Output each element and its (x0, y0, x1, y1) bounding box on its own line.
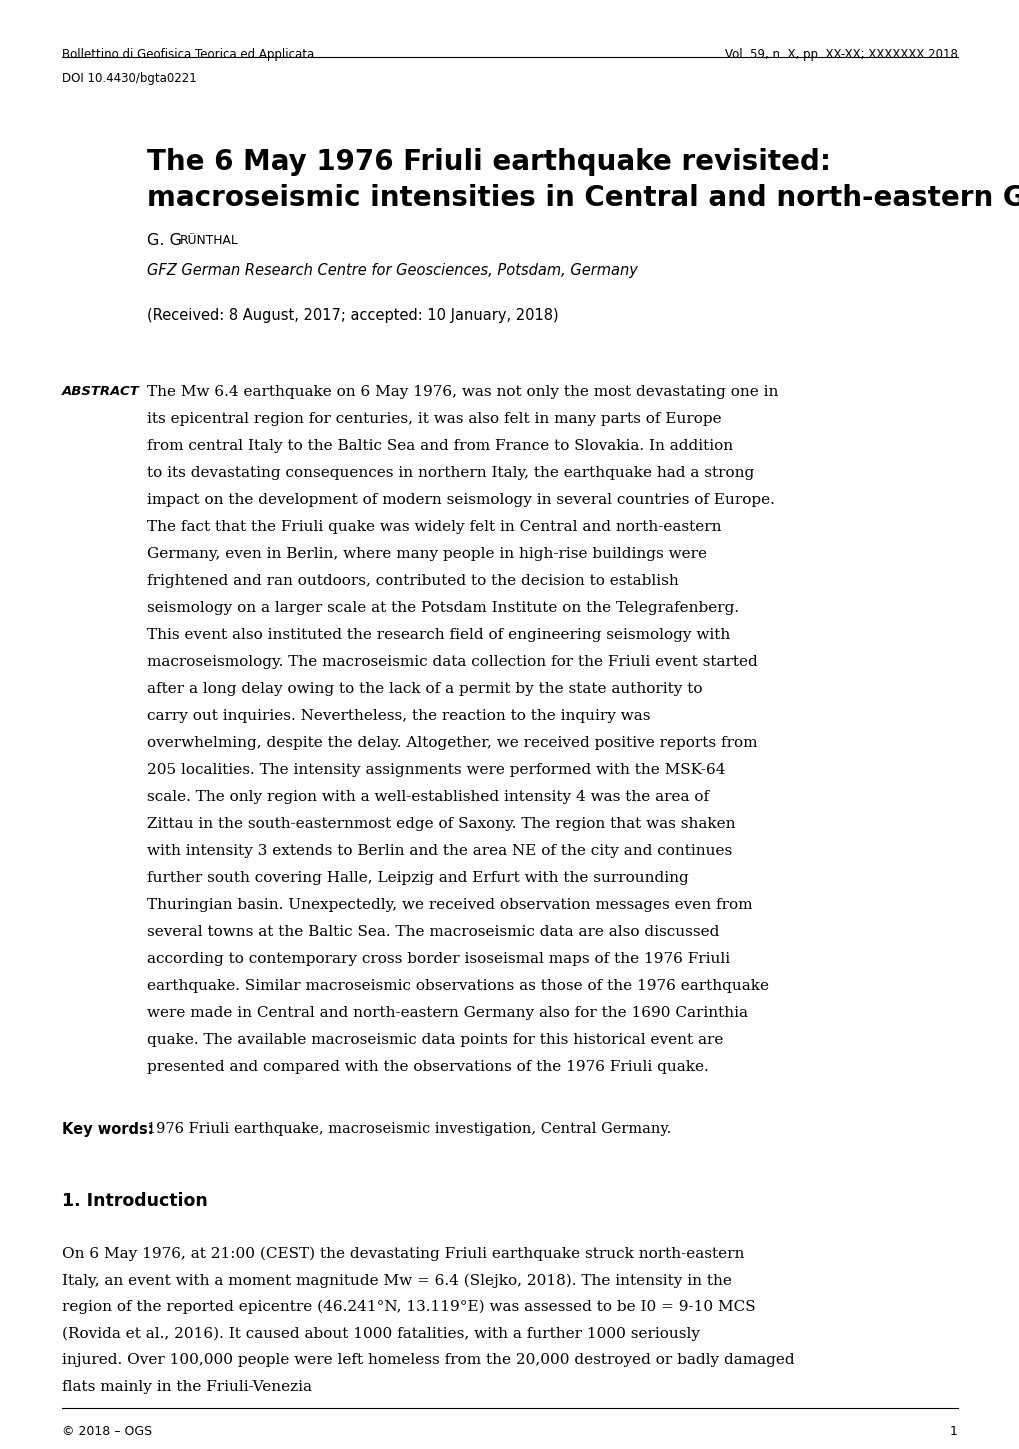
Text: This event also instituted the research field of engineering seismology with: This event also instituted the research … (147, 627, 730, 642)
Text: with intensity 3 extends to Berlin and the area NE of the city and continues: with intensity 3 extends to Berlin and t… (147, 843, 732, 858)
Text: G. G: G. G (147, 233, 181, 248)
Text: Key words:: Key words: (62, 1122, 154, 1137)
Text: Germany, even in Berlin, where many people in high-rise buildings were: Germany, even in Berlin, where many peop… (147, 548, 706, 561)
Text: impact on the development of modern seismology in several countries of Europe.: impact on the development of modern seis… (147, 493, 774, 507)
Text: frightened and ran outdoors, contributed to the decision to establish: frightened and ran outdoors, contributed… (147, 574, 678, 588)
Text: earthquake. Similar macroseismic observations as those of the 1976 earthquake: earthquake. Similar macroseismic observa… (147, 980, 768, 993)
Text: On 6 May 1976, at 21:00 (CEST) the devastating Friuli earthquake struck north-ea: On 6 May 1976, at 21:00 (CEST) the devas… (62, 1248, 744, 1262)
Text: according to contemporary cross border isoseismal maps of the 1976 Friuli: according to contemporary cross border i… (147, 952, 730, 966)
Text: its epicentral region for centuries, it was also felt in many parts of Europe: its epicentral region for centuries, it … (147, 412, 720, 426)
Text: ABSTRACT: ABSTRACT (62, 385, 140, 398)
Text: The Mw 6.4 earthquake on 6 May 1976, was not only the most devastating one in: The Mw 6.4 earthquake on 6 May 1976, was… (147, 385, 777, 398)
Text: after a long delay owing to the lack of a permit by the state authority to: after a long delay owing to the lack of … (147, 682, 702, 696)
Text: presented and compared with the observations of the 1976 Friuli quake.: presented and compared with the observat… (147, 1061, 708, 1074)
Text: to its devastating consequences in northern Italy, the earthquake had a strong: to its devastating consequences in north… (147, 467, 753, 480)
Text: 1: 1 (949, 1424, 957, 1437)
Text: carry out inquiries. Nevertheless, the reaction to the inquiry was: carry out inquiries. Nevertheless, the r… (147, 709, 650, 723)
Text: Thuringian basin. Unexpectedly, we received observation messages even from: Thuringian basin. Unexpectedly, we recei… (147, 898, 752, 911)
Text: macroseismology. The macroseismic data collection for the Friuli event started: macroseismology. The macroseismic data c… (147, 655, 757, 669)
Text: 205 localities. The intensity assignments were performed with the MSK-64: 205 localities. The intensity assignment… (147, 764, 725, 777)
Text: GFZ German Research Centre for Geosciences, Potsdam, Germany: GFZ German Research Centre for Geoscienc… (147, 264, 637, 278)
Text: Vol. 59, n. X, pp. XX-XX; XXXXXXX 2018: Vol. 59, n. X, pp. XX-XX; XXXXXXX 2018 (725, 48, 957, 61)
Text: © 2018 – OGS: © 2018 – OGS (62, 1424, 152, 1437)
Text: seismology on a larger scale at the Potsdam Institute on the Telegrafenberg.: seismology on a larger scale at the Pots… (147, 601, 739, 614)
Text: The fact that the Friuli quake was widely felt in Central and north-eastern: The fact that the Friuli quake was widel… (147, 520, 720, 535)
Text: Italy, an event with a moment magnitude Mw = 6.4 (Slejko, 2018). The intensity i: Italy, an event with a moment magnitude … (62, 1274, 732, 1288)
Text: flats mainly in the Friuli-Venezia: flats mainly in the Friuli-Venezia (62, 1379, 312, 1394)
Text: macroseismic intensities in Central and north-eastern Germany: macroseismic intensities in Central and … (147, 184, 1019, 212)
Text: quake. The available macroseismic data points for this historical event are: quake. The available macroseismic data p… (147, 1033, 722, 1048)
Text: Bollettino di Geofisica Teorica ed Applicata: Bollettino di Geofisica Teorica ed Appli… (62, 48, 314, 61)
Text: from central Italy to the Baltic Sea and from France to Slovakia. In addition: from central Italy to the Baltic Sea and… (147, 439, 733, 454)
Text: scale. The only region with a well-established intensity 4 was the area of: scale. The only region with a well-estab… (147, 790, 708, 804)
Text: 1. Introduction: 1. Introduction (62, 1193, 208, 1210)
Text: further south covering Halle, Leipzig and Erfurt with the surrounding: further south covering Halle, Leipzig an… (147, 871, 688, 885)
Text: were made in Central and north-eastern Germany also for the 1690 Carinthia: were made in Central and north-eastern G… (147, 1006, 747, 1020)
Text: Zittau in the south-easternmost edge of Saxony. The region that was shaken: Zittau in the south-easternmost edge of … (147, 817, 735, 830)
Text: overwhelming, despite the delay. Altogether, we received positive reports from: overwhelming, despite the delay. Altoget… (147, 736, 757, 751)
Text: (Rovida et al., 2016). It caused about 1000 fatalities, with a further 1000 seri: (Rovida et al., 2016). It caused about 1… (62, 1326, 699, 1340)
Text: The 6 May 1976 Friuli earthquake revisited:: The 6 May 1976 Friuli earthquake revisit… (147, 148, 830, 175)
Text: RÜNTHAL: RÜNTHAL (179, 233, 238, 246)
Text: (Received: 8 August, 2017; accepted: 10 January, 2018): (Received: 8 August, 2017; accepted: 10 … (147, 309, 558, 323)
Text: 1976 Friuli earthquake, macroseismic investigation, Central Germany.: 1976 Friuli earthquake, macroseismic inv… (147, 1122, 671, 1136)
Text: region of the reported epicentre (46.241°N, 13.119°E) was assessed to be I0 = 9-: region of the reported epicentre (46.241… (62, 1300, 755, 1314)
Text: several towns at the Baltic Sea. The macroseismic data are also discussed: several towns at the Baltic Sea. The mac… (147, 924, 718, 939)
Text: DOI 10.4430/bgta0221: DOI 10.4430/bgta0221 (62, 72, 197, 85)
Text: injured. Over 100,000 people were left homeless from the 20,000 destroyed or bad: injured. Over 100,000 people were left h… (62, 1353, 794, 1366)
